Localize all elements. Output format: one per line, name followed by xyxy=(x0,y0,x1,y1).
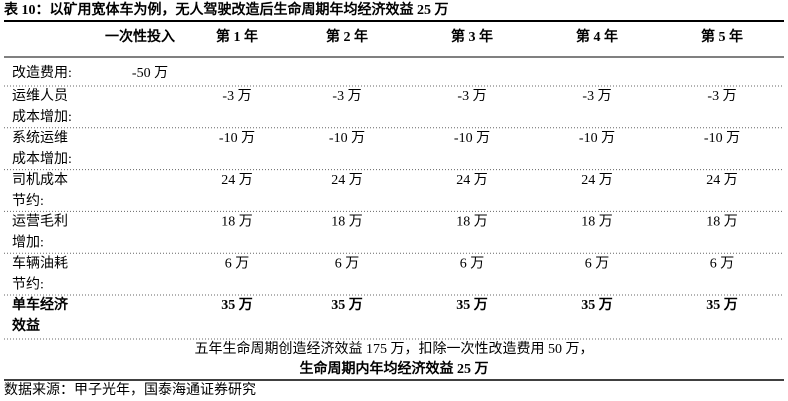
cell: -3 万 xyxy=(222,89,251,104)
column-header: 第 2 年 xyxy=(326,28,368,45)
column-header: 第 5 年 xyxy=(701,28,743,45)
cell: -3 万 xyxy=(582,89,611,104)
row-label: 系统运维 xyxy=(12,130,68,146)
row-label: 单车经济 xyxy=(12,296,69,313)
cell: 24 万 xyxy=(221,173,253,188)
cell: 6 万 xyxy=(225,256,250,271)
row-label: 运维人员 xyxy=(12,88,68,104)
row-label: 改造费用: xyxy=(12,65,72,81)
cell: -10 万 xyxy=(579,131,615,146)
row-label: 节约: xyxy=(12,193,44,209)
cell: -3 万 xyxy=(707,89,736,104)
summary-line: 五年生命周期创造经济效益 175 万，扣除一次性改造费用 50 万， xyxy=(195,340,594,357)
column-header: 一次性投入 xyxy=(105,28,175,45)
cell: -10 万 xyxy=(454,131,490,146)
row-label: 节约: xyxy=(12,276,44,292)
cell: 35 万 xyxy=(706,297,738,313)
table-title: 表 10：以矿用宽体车为例，无人驾驶改造后生命周期年均经济效益 25 万 xyxy=(3,1,449,18)
row-label: 增加: xyxy=(12,235,44,251)
row-label: 成本增加: xyxy=(12,151,72,167)
cell: 18 万 xyxy=(706,215,738,230)
cell: -10 万 xyxy=(704,131,740,146)
row-label: 运营毛利 xyxy=(12,214,68,230)
cell: 6 万 xyxy=(710,256,735,271)
cell: 35 万 xyxy=(581,297,613,313)
cell: 6 万 xyxy=(460,256,485,271)
cell: 6 万 xyxy=(335,256,360,271)
source-note: 数据来源：甲子光年，国泰海通证券研究 xyxy=(4,382,256,398)
cell: 6 万 xyxy=(585,256,610,271)
cell: 24 万 xyxy=(331,173,363,188)
cell: 35 万 xyxy=(221,297,253,313)
cell: 18 万 xyxy=(331,215,363,230)
cell: 18 万 xyxy=(456,215,488,230)
cell: 24 万 xyxy=(706,173,738,188)
cell: -50 万 xyxy=(132,66,168,81)
cell: 18 万 xyxy=(581,215,613,230)
column-header: 第 1 年 xyxy=(216,28,258,45)
summary-line: 生命周期内年均经济效益 25 万 xyxy=(300,360,489,377)
cell: 35 万 xyxy=(331,297,363,313)
cell: 24 万 xyxy=(581,173,613,188)
cell: 18 万 xyxy=(221,215,253,230)
row-label: 效益 xyxy=(12,317,40,334)
cell: 24 万 xyxy=(456,173,488,188)
row-label: 成本增加: xyxy=(12,109,72,125)
cell: -10 万 xyxy=(329,131,365,146)
cell: 35 万 xyxy=(456,297,488,313)
cell: -3 万 xyxy=(457,89,486,104)
cell: -10 万 xyxy=(219,131,255,146)
column-header: 第 3 年 xyxy=(451,28,493,45)
row-label: 司机成本 xyxy=(12,172,68,188)
cell: -3 万 xyxy=(332,89,361,104)
row-label: 车辆油耗 xyxy=(12,254,68,271)
column-header: 第 4 年 xyxy=(576,28,618,45)
